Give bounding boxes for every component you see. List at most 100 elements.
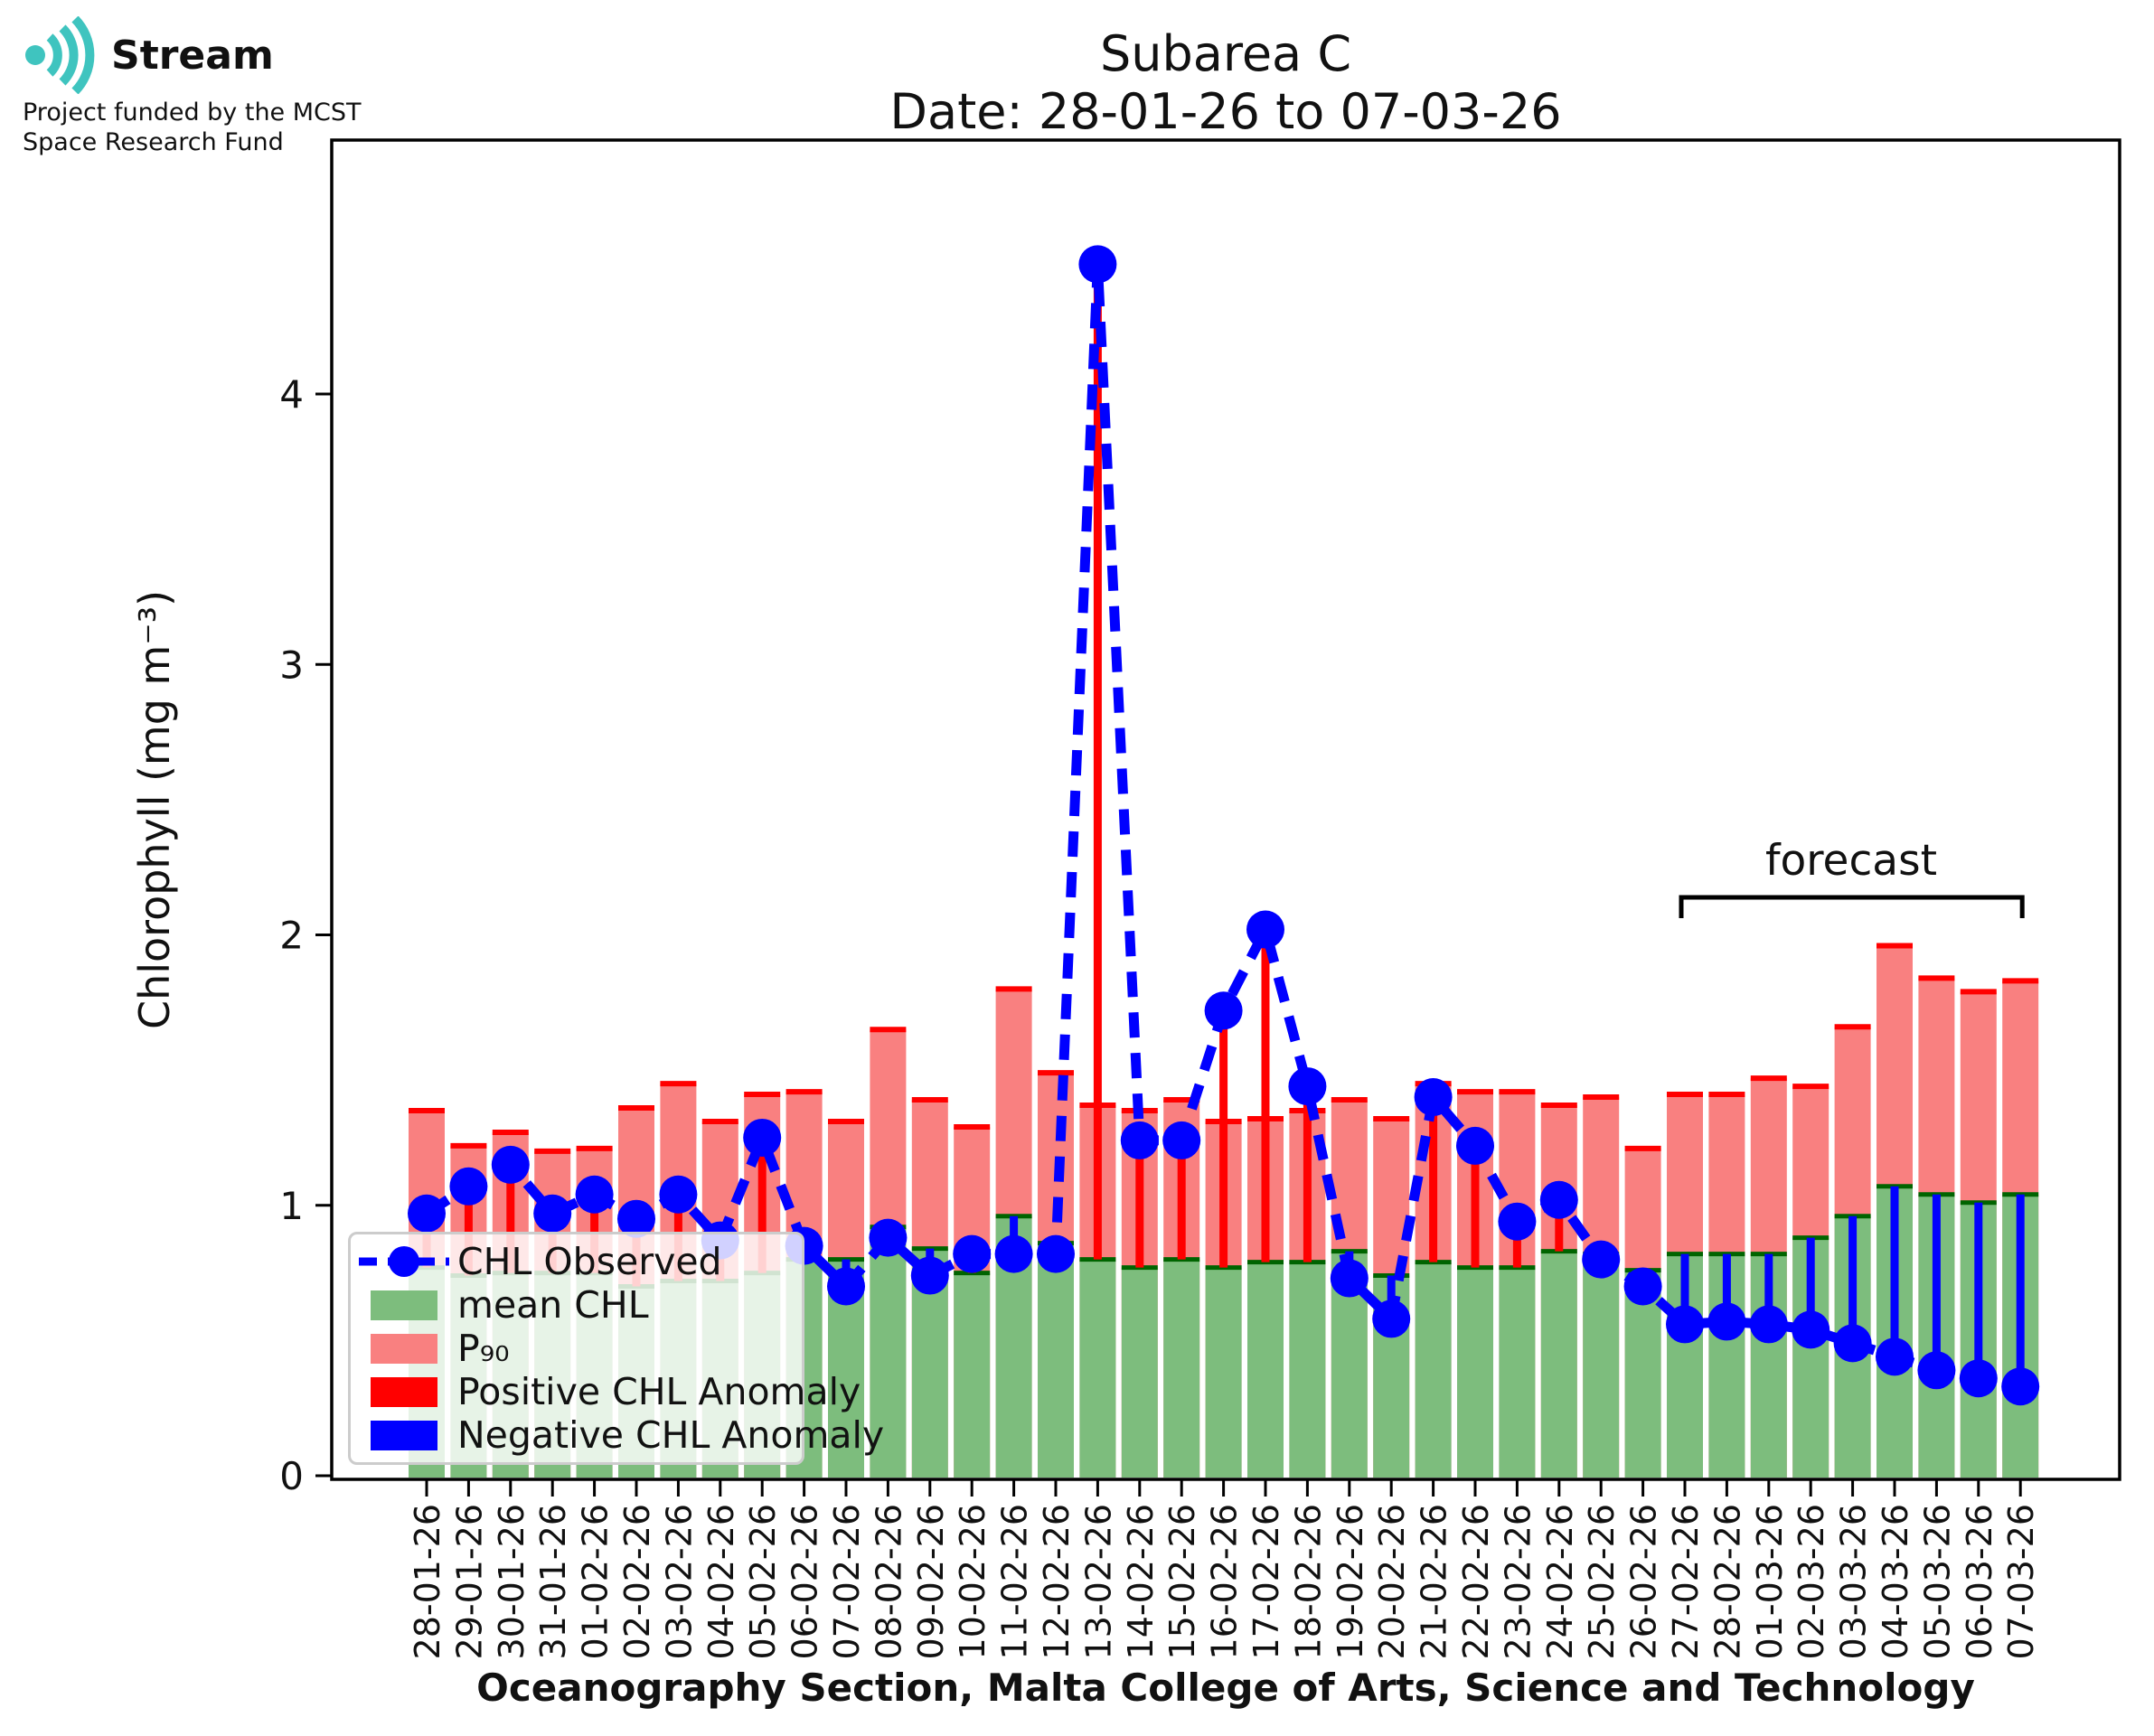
observed-point: [575, 1175, 614, 1214]
observed-point: [910, 1256, 949, 1295]
x-tick-label: 03-02-26: [659, 1504, 699, 1659]
x-tick-label: 04-03-26: [1876, 1504, 1915, 1659]
mean-chl-bar: [1540, 1251, 1577, 1478]
x-tick-label: 12-02-26: [1037, 1504, 1077, 1659]
brand-name: Stream: [111, 32, 274, 79]
observed-point: [1498, 1202, 1537, 1241]
observed-point: [2001, 1367, 2040, 1406]
x-tick-label: 15-02-26: [1162, 1504, 1202, 1659]
observed-point: [1204, 991, 1243, 1030]
mean-chl-bar: [870, 1226, 907, 1478]
y-tick-label: 2: [279, 914, 304, 958]
x-tick-label: 06-02-26: [785, 1504, 825, 1659]
mean-chl-bar: [1415, 1262, 1452, 1478]
mean-chl-bar: [1499, 1267, 1536, 1478]
observed-point: [1288, 1067, 1327, 1106]
stream-logo-icon: [25, 16, 95, 94]
observed-point: [1959, 1359, 1998, 1398]
legend-label: P₉₀: [457, 1327, 510, 1370]
legend-item-observed: CHL Observed: [351, 1240, 802, 1283]
observed-point: [1792, 1310, 1830, 1349]
legend-label: Negative CHL Anomaly: [457, 1413, 885, 1457]
y-tick-label: 4: [279, 372, 304, 417]
chart-legend: CHL Observed mean CHL P₉₀ Positive CHL A…: [348, 1232, 884, 1465]
negative-anomaly-swatch-icon: [351, 1420, 457, 1450]
x-axis-label: Oceanography Section, Malta College of A…: [476, 1666, 1975, 1710]
x-tick-label: 19-02-26: [1331, 1504, 1370, 1659]
observed-point: [1539, 1180, 1578, 1219]
observed-point: [953, 1234, 992, 1273]
mean-chl-bar: [1205, 1267, 1242, 1478]
chart-subtitle: Date: 28-01-26 to 07-03-26: [889, 83, 1561, 140]
x-tick-label: 25-02-26: [1582, 1504, 1622, 1659]
x-tick-label: 05-03-26: [1917, 1504, 1957, 1659]
y-axis-label: Chlorophyll (mg m⁻³): [130, 590, 179, 1029]
x-tick-label: 26-02-26: [1624, 1504, 1664, 1659]
observed-point: [1414, 1078, 1453, 1117]
x-tick-label: 07-02-26: [827, 1504, 867, 1659]
observed-point: [1246, 910, 1284, 949]
legend-item-negative-anomaly: Negative CHL Anomaly: [351, 1413, 884, 1457]
forecast-label: forecast: [1765, 836, 1937, 886]
observed-point: [1330, 1259, 1369, 1298]
mean-chl-bar: [1247, 1262, 1284, 1478]
forecast-bracket: [1679, 895, 2025, 918]
x-tick-label: 04-02-26: [701, 1504, 741, 1659]
x-tick-label: 01-03-26: [1750, 1504, 1790, 1659]
y-tick-label: 3: [279, 643, 304, 687]
observed-point: [869, 1218, 908, 1257]
y-tick-label: 1: [279, 1184, 304, 1228]
observed-point: [743, 1118, 782, 1157]
mean-chl-bar: [1457, 1267, 1493, 1478]
x-tick-label: 06-03-26: [1960, 1504, 1999, 1659]
x-tick-label: 17-02-26: [1246, 1504, 1286, 1659]
observed-point: [1162, 1121, 1201, 1159]
observed-point: [1833, 1324, 1872, 1363]
observed-point: [1749, 1305, 1788, 1344]
logo-subtitle-line1: Project funded by the MCST: [23, 99, 362, 127]
observed-point: [1120, 1121, 1159, 1159]
mean-chl-bar: [1038, 1243, 1074, 1478]
x-tick-label: 02-03-26: [1792, 1504, 1831, 1659]
legend-item-positive-anomaly: Positive CHL Anomaly: [351, 1370, 861, 1413]
x-tick-label: 16-02-26: [1205, 1504, 1245, 1659]
observed-point: [1037, 1234, 1075, 1273]
x-tick-label: 20-02-26: [1372, 1504, 1412, 1659]
stream-logo: Stream Project funded by the MCST Space …: [23, 16, 362, 157]
observed-point: [449, 1167, 488, 1206]
x-tick-label: 13-02-26: [1078, 1504, 1118, 1659]
legend-item-mean-chl: mean CHL: [351, 1283, 802, 1327]
observed-point: [533, 1194, 572, 1233]
legend-label: Positive CHL Anomaly: [457, 1370, 861, 1413]
positive-anomaly-swatch-icon: [351, 1376, 457, 1407]
x-tick-label: 01-02-26: [576, 1504, 616, 1659]
legend-label: mean CHL: [457, 1283, 649, 1327]
observed-point: [1917, 1351, 1956, 1390]
x-tick-label: 02-02-26: [617, 1504, 657, 1659]
logo-subtitle-line2: Space Research Fund: [23, 128, 284, 156]
observed-point: [491, 1145, 530, 1184]
plot-border: [330, 138, 2121, 1481]
mean-chl-bar: [1163, 1259, 1200, 1478]
x-tick-label: 27-02-26: [1666, 1504, 1706, 1659]
chart-title: Subarea C: [1100, 25, 1351, 82]
mean-chl-bar: [1583, 1253, 1620, 1478]
mean-chl-bar: [954, 1272, 991, 1478]
x-tick-label: 28-02-26: [1707, 1504, 1747, 1659]
x-tick-label: 03-03-26: [1834, 1504, 1874, 1659]
observed-point: [1078, 245, 1117, 284]
p90-swatch-icon: [351, 1333, 457, 1364]
x-tick-label: 10-02-26: [953, 1504, 992, 1659]
legend-label: CHL Observed: [457, 1240, 722, 1283]
mean-chl-bar: [1121, 1267, 1158, 1478]
y-tick-label: 0: [279, 1454, 304, 1498]
mean-chl-bar: [1289, 1262, 1326, 1478]
observed-point: [827, 1267, 865, 1306]
x-tick-label: 23-02-26: [1498, 1504, 1538, 1659]
mean-chl-swatch-icon: [351, 1290, 457, 1320]
x-tick-label: 21-02-26: [1415, 1504, 1454, 1659]
x-tick-label: 11-02-26: [995, 1504, 1035, 1659]
observed-point: [408, 1194, 446, 1233]
